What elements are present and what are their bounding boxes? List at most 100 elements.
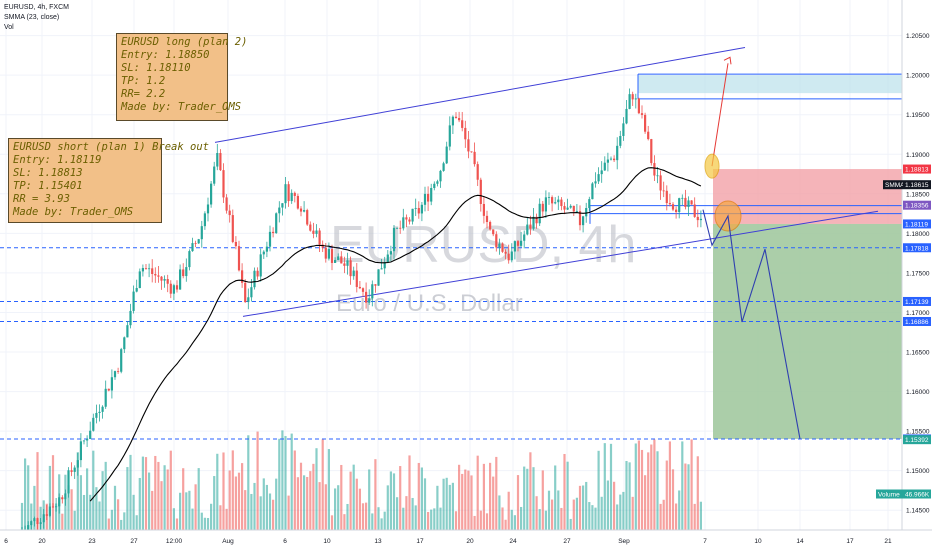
volume-bar bbox=[24, 458, 27, 530]
volume-legend[interactable]: Vol bbox=[4, 24, 14, 31]
volume-bar bbox=[318, 482, 321, 530]
candle-body bbox=[92, 417, 95, 431]
volume-bar bbox=[656, 451, 659, 530]
candle-body bbox=[262, 251, 265, 255]
candle-body bbox=[436, 181, 439, 184]
volume-bar bbox=[504, 519, 507, 530]
volume-bar bbox=[55, 503, 58, 530]
volume-bar bbox=[321, 439, 324, 530]
volume-bar bbox=[250, 493, 253, 530]
time-tick-label: 17 bbox=[416, 538, 424, 545]
long-plan-note[interactable]: EURUSD long (plan 2) Entry: 1.18850 SL: … bbox=[116, 33, 247, 121]
time-tick-label: 20 bbox=[38, 538, 46, 545]
candle-body bbox=[241, 270, 244, 283]
volume-bar bbox=[489, 462, 492, 530]
volume-bar bbox=[516, 475, 520, 530]
volume-bar bbox=[473, 515, 476, 530]
long-target-zone bbox=[638, 75, 902, 94]
volume-bar bbox=[188, 490, 191, 530]
volume-bar bbox=[228, 470, 231, 530]
candle-body bbox=[151, 268, 154, 274]
long-target-arrow bbox=[711, 63, 729, 167]
candle-body bbox=[526, 224, 529, 235]
volume-bar bbox=[296, 477, 299, 530]
candle-body bbox=[101, 406, 104, 412]
short-note-line: Made by: Trader_OMS bbox=[13, 206, 134, 218]
candle-body bbox=[73, 467, 76, 472]
volume-bar bbox=[588, 502, 591, 530]
time-axis[interactable]: 6 20 23 27 12:00 Aug 6 10 13 17 20 24 27 Sep 7 10 14 17 21 bbox=[0, 529, 932, 550]
volume-bar bbox=[637, 440, 640, 530]
short-plan-note[interactable]: EURUSD short (plan 1) Break out Entry: 1… bbox=[8, 138, 209, 223]
smma-line bbox=[89, 167, 702, 502]
candle-body bbox=[507, 253, 510, 261]
volume-bar bbox=[191, 508, 194, 530]
candle-body bbox=[402, 217, 405, 229]
short-note-line: RR = 3.93 bbox=[13, 193, 70, 205]
candle-body bbox=[644, 114, 647, 132]
candle-body bbox=[135, 288, 138, 292]
volume-bar bbox=[461, 473, 464, 530]
price-axis[interactable]: 1.20500 1.20000 1.19500 1.19000 1.18500 1.180… bbox=[876, 0, 932, 550]
candle-body bbox=[284, 184, 287, 204]
channel-lower-line bbox=[242, 210, 879, 317]
candle-body bbox=[179, 269, 182, 290]
short-target-zone bbox=[713, 223, 902, 439]
symbol-legend[interactable]: EURUSD, 4h, FXCM bbox=[4, 4, 69, 11]
indicator-legend[interactable]: SMMA (23, close) bbox=[4, 14, 60, 21]
volume-bar bbox=[600, 496, 603, 530]
candle-body bbox=[213, 166, 216, 184]
volume-bar bbox=[535, 496, 538, 530]
candle-body bbox=[185, 267, 188, 277]
price-tick-label: 1.20000 bbox=[906, 73, 930, 80]
volume-bar bbox=[687, 464, 690, 530]
volume-bar bbox=[585, 481, 588, 530]
volume-bar bbox=[129, 454, 132, 530]
volume-bar bbox=[569, 518, 572, 530]
volume-bar bbox=[659, 503, 662, 530]
volume-bar bbox=[216, 453, 219, 530]
price-tick-label: 1.19500 bbox=[906, 112, 930, 119]
candle-body bbox=[656, 175, 659, 177]
time-tick-label: 10 bbox=[323, 538, 331, 545]
price-tag-label: 1.18615 bbox=[905, 182, 929, 189]
price-tag-label: 1.17139 bbox=[905, 299, 929, 306]
candle-body bbox=[510, 251, 513, 261]
volume-bar bbox=[203, 517, 206, 530]
volume-bar bbox=[628, 462, 631, 530]
candle-body bbox=[625, 108, 628, 124]
volume-bar bbox=[650, 444, 653, 530]
volume-bar bbox=[327, 449, 330, 530]
volume-bar bbox=[681, 441, 684, 530]
long-note-line: Made by: Trader_OMS bbox=[121, 101, 242, 113]
candle-body bbox=[76, 460, 79, 468]
candle-body bbox=[693, 204, 696, 217]
candle-body bbox=[451, 116, 454, 126]
time-tick-label: Aug bbox=[222, 538, 234, 545]
volume-bar bbox=[163, 465, 166, 530]
volume-bar bbox=[547, 490, 551, 530]
candle-body bbox=[123, 337, 126, 350]
volume-bar bbox=[563, 453, 566, 530]
volume-bar bbox=[117, 499, 120, 530]
candle-body bbox=[166, 279, 169, 284]
volume-bar bbox=[693, 503, 696, 530]
candle-body bbox=[42, 514, 45, 523]
volume-bar bbox=[668, 441, 671, 530]
candle-body bbox=[330, 249, 334, 263]
candle-body bbox=[200, 226, 203, 240]
candle-body bbox=[272, 231, 275, 234]
volume-bar bbox=[148, 472, 151, 530]
time-tick-label: 12:00 bbox=[166, 538, 183, 545]
time-tick-label: Sep bbox=[618, 538, 630, 545]
long-note-line: RR= 2.2 bbox=[121, 88, 166, 100]
candle-body bbox=[427, 193, 430, 202]
time-tick-label: 23 bbox=[88, 538, 96, 545]
volume-tag bbox=[876, 489, 903, 499]
volume-bar bbox=[420, 467, 423, 530]
candle-body bbox=[163, 279, 166, 281]
candle-body bbox=[684, 197, 687, 207]
candle-body bbox=[148, 268, 151, 270]
price-tag-label: 1.18356 bbox=[905, 203, 929, 210]
